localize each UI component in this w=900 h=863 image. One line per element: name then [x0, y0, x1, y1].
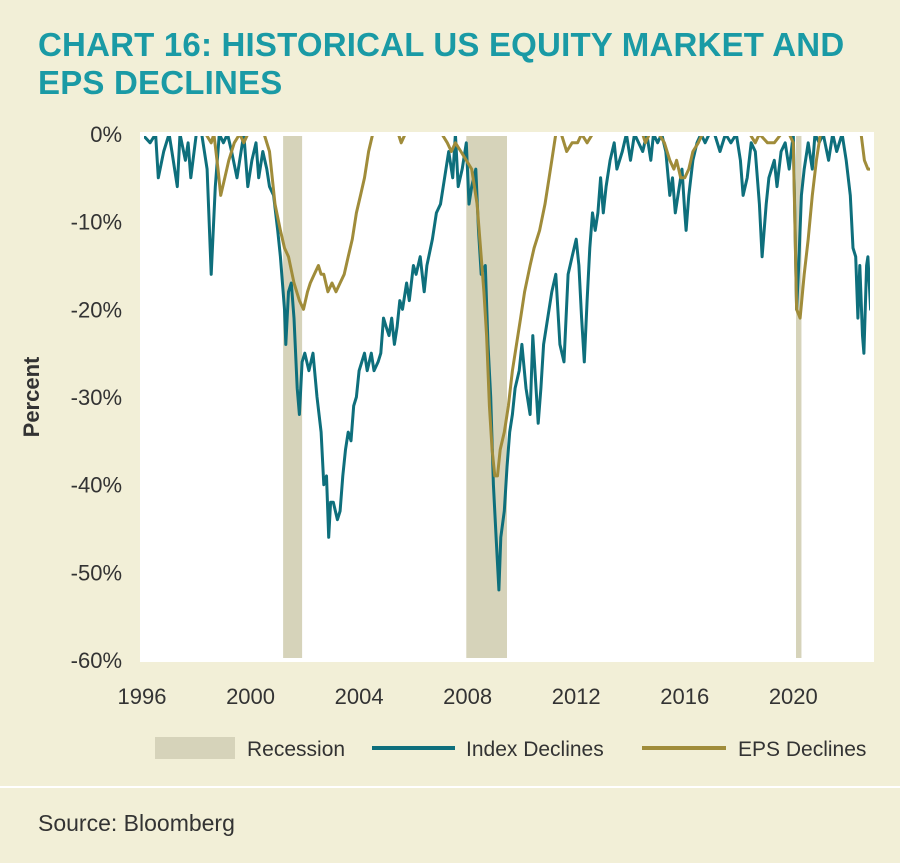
divider	[0, 786, 900, 788]
chart-title: CHART 16: HISTORICAL US EQUITY MARKET AN…	[38, 26, 845, 101]
x-tick-label: 2008	[443, 684, 492, 709]
y-tick-label: -20%	[71, 297, 122, 322]
y-tick-label: 0%	[90, 122, 122, 147]
source-note: Source: Bloomberg	[38, 810, 235, 836]
y-tick-label: -30%	[71, 385, 122, 410]
eps-declines-line	[140, 132, 873, 478]
x-axis-ticks: 1996 2000 2004 2008 2012 2016 2020	[118, 684, 818, 709]
x-tick-label: 2000	[226, 684, 275, 709]
legend: Recession Index Declines EPS Declines	[155, 737, 866, 761]
x-tick-label: 1996	[118, 684, 167, 709]
y-axis-label: Percent	[19, 356, 44, 437]
x-tick-label: 2012	[552, 684, 601, 709]
legend-swatch-recession	[155, 737, 235, 759]
x-tick-label: 2016	[660, 684, 709, 709]
chart-svg: 0% -10% -20% -30% -40% -50% -60% 1996 2000 2004 2…	[19, 122, 874, 761]
y-tick-label: -10%	[71, 210, 122, 235]
x-tick-label: 2004	[335, 684, 384, 709]
legend-label-eps: EPS Declines	[738, 738, 866, 761]
y-tick-label: -50%	[71, 560, 122, 585]
series-lines	[140, 132, 873, 592]
recession-band	[283, 134, 303, 660]
y-tick-label: -60%	[71, 648, 122, 673]
legend-label-recession: Recession	[247, 738, 345, 761]
recession-band	[466, 134, 507, 660]
y-tick-label: -40%	[71, 473, 122, 498]
x-tick-label: 2020	[769, 684, 818, 709]
recession-band	[796, 134, 802, 660]
plot-frame	[140, 132, 874, 662]
y-axis-ticks: 0% -10% -20% -30% -40% -50% -60%	[71, 122, 122, 673]
legend-label-index: Index Declines	[466, 738, 604, 761]
index-declines-line	[140, 132, 873, 592]
